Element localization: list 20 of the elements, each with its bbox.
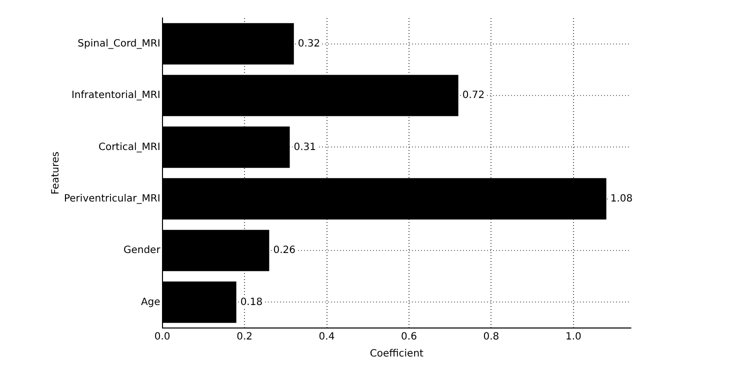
y-axis-title: Features — [50, 152, 62, 194]
y-tick-label: Infratentorial_MRI — [71, 90, 160, 102]
data-label: 0.32 — [298, 38, 320, 50]
y-tick-label: Periventricular_MRI — [64, 193, 160, 204]
y-tick-label: Cortical_MRI — [98, 142, 160, 153]
x-tick-label: 0.6 — [401, 332, 417, 343]
y-tick-label: Gender — [123, 245, 162, 256]
data-label: 1.08 — [610, 193, 633, 204]
x-tick-label: 0.2 — [236, 332, 252, 343]
data-label: 0.72 — [462, 90, 485, 102]
y-tick-label: Age — [140, 296, 160, 308]
data-label: 0.18 — [240, 296, 263, 308]
data-label: 0.26 — [273, 245, 296, 256]
x-tick-label: 0.0 — [154, 332, 170, 343]
x-axis-title: Coefficient — [370, 348, 424, 360]
data-label: 0.31 — [294, 142, 316, 153]
x-tick-label: 0.4 — [318, 332, 335, 343]
y-tick-label: Spinal_Cord_MRI — [78, 38, 160, 50]
x-tick-label: 0.8 — [483, 332, 500, 343]
x-tick-label: 1.0 — [565, 332, 582, 343]
